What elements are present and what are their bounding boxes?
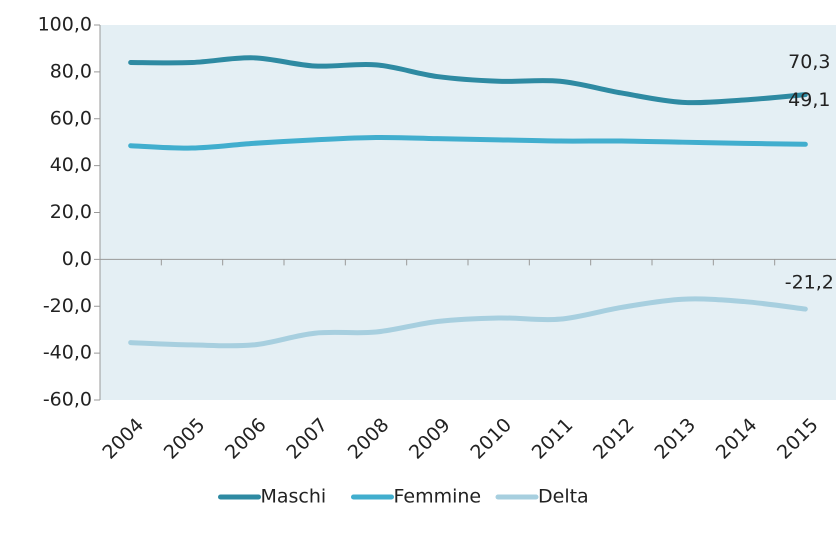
- y-tick-label: 0,0: [62, 248, 92, 270]
- x-tick-label: 2014: [712, 414, 762, 464]
- y-tick-label: -40,0: [43, 342, 92, 364]
- y-tick-label: 100,0: [38, 14, 92, 36]
- x-tick-label: 2006: [221, 414, 271, 464]
- legend: Maschi Femmine Delta: [218, 486, 589, 508]
- x-tick-label: 2008: [344, 414, 394, 464]
- x-tick-label: 2009: [405, 414, 455, 464]
- series-line: [128, 134, 808, 151]
- x-tick-label: 2012: [589, 414, 639, 464]
- y-tick-label: -20,0: [43, 295, 92, 317]
- x-tick-label: 2004: [98, 414, 148, 464]
- data-label: 49,1: [788, 89, 830, 111]
- x-tick-label: 2015: [773, 414, 823, 464]
- y-tick-label: 40,0: [50, 154, 92, 176]
- legend-label: Femmine: [394, 486, 482, 508]
- x-tick-label: 2010: [466, 414, 516, 464]
- legend-label: Maschi: [261, 486, 327, 508]
- x-tick-label: 2013: [650, 414, 700, 464]
- legend-label: Delta: [538, 486, 589, 508]
- series-line: [128, 296, 808, 349]
- series-line: [128, 55, 808, 106]
- y-tick-label: 80,0: [50, 60, 92, 82]
- x-tick-label: 2005: [160, 414, 210, 464]
- plot-area: [100, 25, 836, 400]
- y-tick-label: 20,0: [50, 201, 92, 223]
- x-tick-label: 2007: [282, 414, 332, 464]
- x-tick-label: 2011: [528, 414, 578, 464]
- y-tick-label: -60,0: [43, 389, 92, 411]
- data-label: 70,3: [788, 51, 830, 73]
- y-tick-label: 60,0: [50, 107, 92, 129]
- data-label: -21,2: [785, 272, 834, 294]
